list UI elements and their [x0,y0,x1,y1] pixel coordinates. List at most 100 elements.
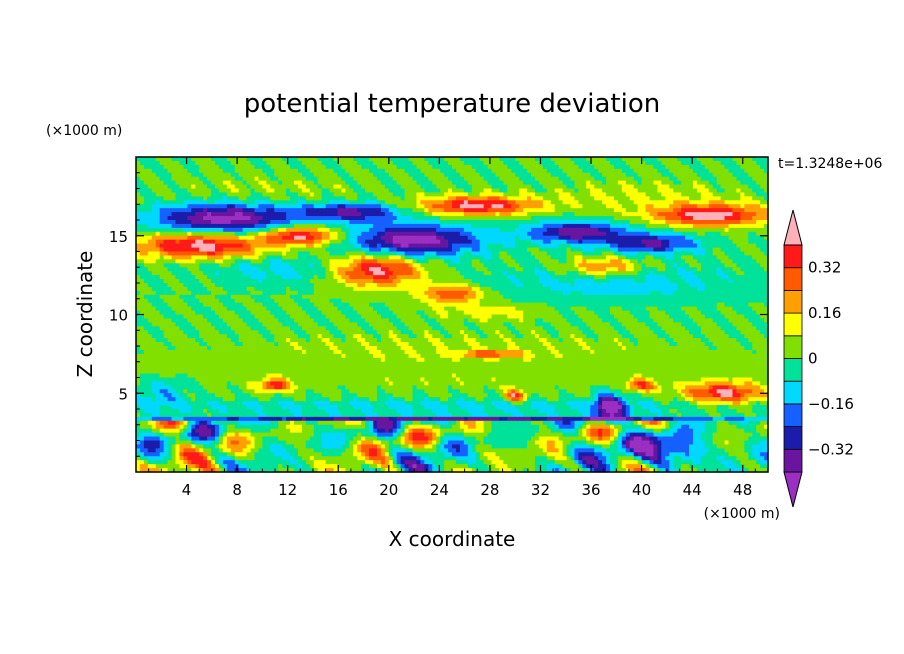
contour-cell [629,275,635,280]
contour-cell [562,208,568,213]
contour-cell [499,188,504,194]
contour-cell [151,263,157,268]
contour-cell [254,220,260,225]
contour-cell [669,196,674,201]
contour-cell [621,263,627,268]
contour-cell [179,216,184,221]
contour-cell [570,271,576,276]
contour-cell [183,251,188,257]
contour-cell [301,243,307,249]
contour-cell [428,160,433,166]
contour-cell [211,271,216,276]
contour-cell [696,160,702,166]
contour-cell [432,235,437,241]
contour-cell [546,259,552,264]
contour-cell [740,275,745,280]
contour-cell [258,216,263,221]
contour-cell [357,216,362,221]
contour-cell [238,279,244,284]
contour-cell [254,164,260,170]
contour-cell [724,259,730,264]
contour-cell [475,168,481,174]
contour-cell [286,247,291,253]
contour-cell [448,243,453,249]
contour-cell [282,255,287,260]
contour-cell [661,192,666,197]
contour-cell [499,263,504,268]
contour-cell [728,172,734,178]
contour-cell [444,200,449,205]
contour-cell [230,208,236,213]
contour-cell [203,231,208,237]
contour-cell [712,231,718,237]
contour-cell [179,243,184,249]
contour-cell [653,208,658,213]
contour-cell [187,208,192,213]
contour-cell [301,200,307,205]
contour-cell [408,204,414,209]
contour-cell [712,275,718,280]
contour-cell [333,200,339,205]
contour-cell [246,160,252,166]
contour-cell [376,204,382,209]
contour-cell [467,263,473,268]
contour-cell [700,212,706,217]
contour-cell [491,255,497,260]
contour-cell [519,192,524,197]
contour-cell [270,255,275,260]
contour-cell [716,204,722,209]
contour-cell [531,168,536,174]
contour-cell [226,212,232,217]
contour-cell [590,208,595,213]
contour-cell [708,164,714,170]
contour-cell [294,235,299,241]
contour-cell [294,204,299,209]
contour-cell [483,196,489,201]
contour-cell [226,176,232,182]
contour-cell [380,220,386,225]
contour-cell [353,263,358,268]
contour-cell [712,227,718,233]
contour-cell [175,235,181,241]
contour-cell [625,231,631,237]
contour-cell [681,208,686,213]
contour-cell [313,192,319,197]
contour-cell [716,196,722,201]
contour-cell [463,216,469,221]
contour-cell [136,247,141,253]
contour-cell [408,216,414,221]
contour-cell [191,212,196,217]
contour-cell [578,204,583,209]
contour-cell [345,216,350,221]
contour-cell [388,204,394,209]
contour-cell [195,200,200,205]
contour-cell [388,160,394,166]
contour-cell [440,176,445,182]
contour-cell [191,157,196,162]
contour-cell [677,188,682,194]
contour-cell [704,239,710,245]
contour-cell [689,168,694,174]
contour-cell [175,204,181,209]
contour-cell [724,267,730,272]
contour-cell [246,243,252,249]
contour-cell [207,164,212,170]
contour-cell [534,200,540,205]
contour-cell [661,200,666,205]
contour-cell [507,239,512,245]
contour-cell [633,200,639,205]
contour-cell [700,251,706,257]
contour-cell [345,243,350,249]
contour-cell [341,172,346,178]
contour-cell [183,259,188,264]
contour-cell [602,251,607,257]
contour-cell [546,160,552,166]
contour-cell [143,247,149,253]
contour-cell [139,220,145,225]
contour-cell [495,188,500,194]
contour-cell [744,157,749,162]
contour-cell [432,220,437,225]
contour-cell [171,188,177,194]
contour-cell [404,275,410,280]
contour-cell [550,243,556,249]
